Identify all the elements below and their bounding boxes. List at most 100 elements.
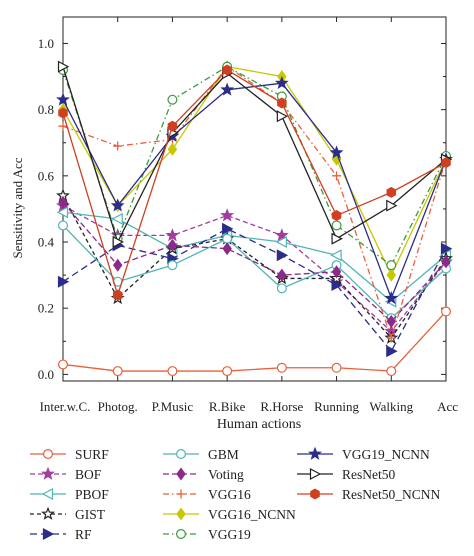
legend-marker <box>42 528 55 540</box>
legend-marker <box>176 489 186 499</box>
data-point-surf <box>222 366 233 377</box>
x-tick-label: Inter.w.C. <box>40 399 91 414</box>
data-point-voting <box>222 242 232 256</box>
data-point-voting <box>331 265 342 279</box>
data-point-resnet50 <box>386 199 398 212</box>
data-point-resnet50-ncnn <box>222 64 232 76</box>
legend-item-rf: RF <box>30 527 92 542</box>
data-point-rf <box>276 249 289 262</box>
legend-marker <box>308 446 322 460</box>
data-point-voting <box>277 268 287 282</box>
y-tick-label: 1.0 <box>38 36 54 51</box>
legend-marker <box>176 507 186 521</box>
x-tick-label: Running <box>314 399 359 414</box>
data-point-bof <box>274 228 289 242</box>
series-line-vgg16-ncnn <box>62 65 447 276</box>
data-point-vgg19-ncnn <box>220 82 235 96</box>
data-point-resnet50-ncnn <box>386 186 397 198</box>
data-point-resnet50-ncnn <box>277 97 287 109</box>
legend-item-resnet50-ncnn: ResNet50_NCNN <box>297 487 440 502</box>
legend-label: VGG19 <box>208 527 251 542</box>
data-point-rf <box>386 345 398 358</box>
data-point-resnet50-ncnn <box>58 107 68 119</box>
series-resnet50-ncnn <box>58 64 451 301</box>
data-point-pbof <box>275 236 287 249</box>
legend-label: GIST <box>75 507 106 522</box>
data-point-resnet50 <box>331 232 343 245</box>
data-point-vgg19-ncnn <box>274 75 289 90</box>
series-line-rf <box>62 228 447 352</box>
data-point-vgg19-ncnn <box>384 291 399 305</box>
data-point-pbof <box>56 206 69 219</box>
data-point-resnet50 <box>276 110 289 123</box>
data-point-surf <box>167 366 178 377</box>
series-rf <box>57 222 453 358</box>
legend-label: VGG16 <box>208 487 251 502</box>
axes: 0.0 0.2 0.4 0.6 0.8 1.0 Inter.w.C. Photog. P.Mus… <box>38 16 458 414</box>
data-point-vgg19-ncnn <box>110 198 125 212</box>
legend-label: SURF <box>75 447 109 462</box>
data-point-resnet50-ncnn <box>441 157 451 169</box>
legend-marker <box>176 449 187 460</box>
y-tick-label: 0.4 <box>38 235 55 250</box>
data-point-resnet50 <box>112 236 125 249</box>
series-layer <box>56 60 453 377</box>
data-point-rf <box>222 222 234 235</box>
series-line-bof <box>62 205 447 333</box>
data-point-voting <box>441 255 451 269</box>
data-point-vgg16-ncnn <box>386 268 397 282</box>
data-point-pbof <box>111 212 123 225</box>
series-line-voting <box>62 201 447 323</box>
y-tick-label: 0.8 <box>38 102 54 117</box>
data-point-vgg19-ncnn <box>56 92 70 106</box>
data-point-gbm <box>222 233 233 244</box>
legend-item-vgg16: VGG16 <box>163 487 251 502</box>
series-line-resnet50 <box>62 66 447 243</box>
legend-marker <box>42 449 53 460</box>
data-point-surf <box>441 306 452 317</box>
legend-marker <box>41 506 55 520</box>
x-tick-label: R.Bike <box>209 399 246 414</box>
legend-item-bof: BOF <box>30 466 102 482</box>
data-point-vgg16-ncnn <box>167 142 178 156</box>
data-point-voting <box>58 195 68 209</box>
x-tick-label: Walking <box>369 399 413 414</box>
legend-label: VGG19_NCNN <box>342 447 430 462</box>
data-point-gbm <box>167 260 178 271</box>
x-tick-label: Photog. <box>98 399 138 414</box>
data-point-gbm <box>276 283 287 294</box>
y-tick-label: 0.0 <box>38 367 54 382</box>
data-point-surf <box>276 362 287 373</box>
series-line-gist <box>62 195 447 339</box>
data-point-voting <box>112 258 123 272</box>
legend-marker <box>310 488 320 500</box>
data-point-vgg19-ncnn <box>329 145 344 159</box>
x-tick-label: P.Music <box>152 399 194 414</box>
y-tick-label: 0.6 <box>38 168 55 183</box>
data-point-voting <box>167 238 178 252</box>
legend-item-vgg19: VGG19 <box>163 527 251 542</box>
legend-item-vgg19-ncnn: VGG19_NCNN <box>297 446 430 462</box>
legend: SURF BOF PBOF GIST RF GBM Voting VGG16 VGG16_NCN… <box>30 446 440 542</box>
x-tick-label: Acc <box>437 399 458 414</box>
data-point-resnet50-ncnn <box>112 289 123 301</box>
legend-label: BOF <box>75 467 102 482</box>
data-point-surf <box>331 362 342 373</box>
series-line-vgg19 <box>62 65 447 266</box>
legend-marker <box>41 488 54 500</box>
y-tick-label: 0.2 <box>38 301 54 316</box>
data-point-voting <box>386 314 397 328</box>
legend-label: ResNet50_NCNN <box>342 487 440 502</box>
legend-marker <box>176 528 187 539</box>
legend-label: Voting <box>208 467 244 482</box>
data-point-rf <box>440 242 453 255</box>
legend-label: PBOF <box>75 487 109 502</box>
axis-labels: Sensitivity and Acc Human actions <box>10 157 301 432</box>
legend-item-gbm: GBM <box>163 447 239 462</box>
x-tick-label: R.Horse <box>260 399 303 414</box>
data-point-gbm <box>57 220 68 231</box>
x-axis-label: Human actions <box>217 417 301 432</box>
data-point-bof <box>220 208 235 222</box>
